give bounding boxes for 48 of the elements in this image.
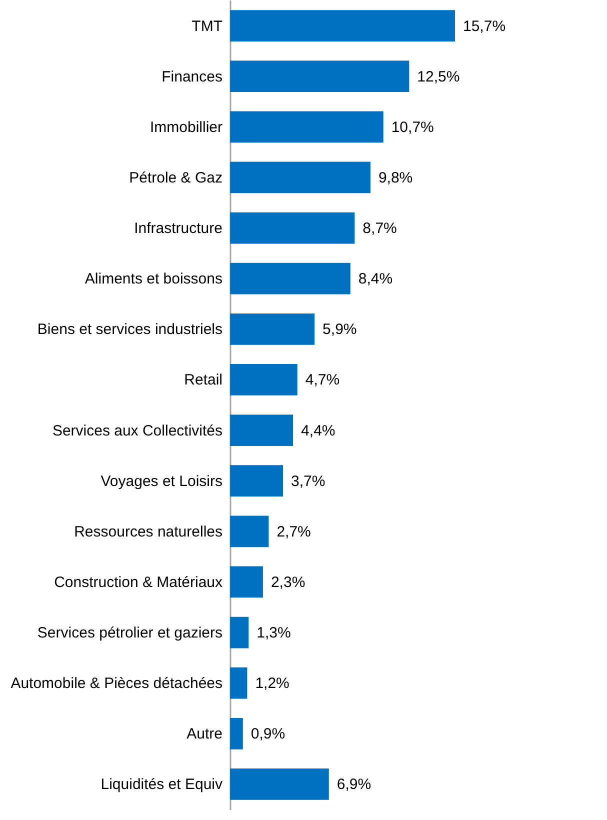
y-tick-label: Services pétrolier et gaziers [37,624,222,642]
data-label: 15,7% [463,18,506,35]
bar [230,111,384,143]
data-label: 9,8% [378,169,413,186]
data-label: 10,7% [391,118,434,136]
bar [230,616,249,648]
bar [230,465,284,497]
bar [230,768,329,800]
y-tick-label: Autre [186,726,222,743]
bar [230,364,298,396]
bar [230,60,410,92]
y-tick-label: Immobillier [150,118,222,136]
y-tick-label: Pétrole & Gaz [129,169,222,186]
y-tick-label: TMT [192,18,222,35]
data-label: 8,4% [358,270,393,288]
data-label: 2,7% [276,523,311,540]
y-tick-label: Ressources naturelles [74,523,222,540]
bar [230,162,370,194]
data-label: 8,7% [362,220,397,238]
data-label: 4,4% [301,422,336,440]
y-tick-label: Biens et services industriels [37,321,222,338]
bar [230,516,269,548]
bar [230,313,315,345]
bar [230,262,350,294]
y-tick-label: Aliments et boissons [84,270,222,288]
bar [230,212,355,244]
y-tick-label: Services aux Collectivités [52,422,222,440]
y-tick-label: Automobile & Pièces détachées [10,675,222,692]
bar [230,414,294,446]
y-tick-label: Liquidités et Equiv [100,776,223,794]
data-label: 0,9% [250,726,286,743]
data-label: 12,5% [417,68,460,86]
y-tick-label: Finances [162,68,222,86]
y-tick-label: Retail [184,372,222,389]
y-tick-label: Infrastructure [134,220,222,238]
y-tick-label: Voyages et Loisirs [100,472,222,490]
data-label: 4,7% [305,372,340,389]
data-label: 2,3% [270,574,306,591]
data-label: 1,3% [256,624,291,642]
data-label: 1,2% [255,675,290,692]
bar [230,566,263,598]
data-label: 5,9% [322,321,357,338]
y-tick-label: Construction & Matériaux [54,574,223,591]
bar [230,667,248,699]
data-label: 3,7% [291,472,326,490]
bar [230,10,455,42]
data-label: 6,9% [336,776,372,794]
bar [230,718,243,750]
